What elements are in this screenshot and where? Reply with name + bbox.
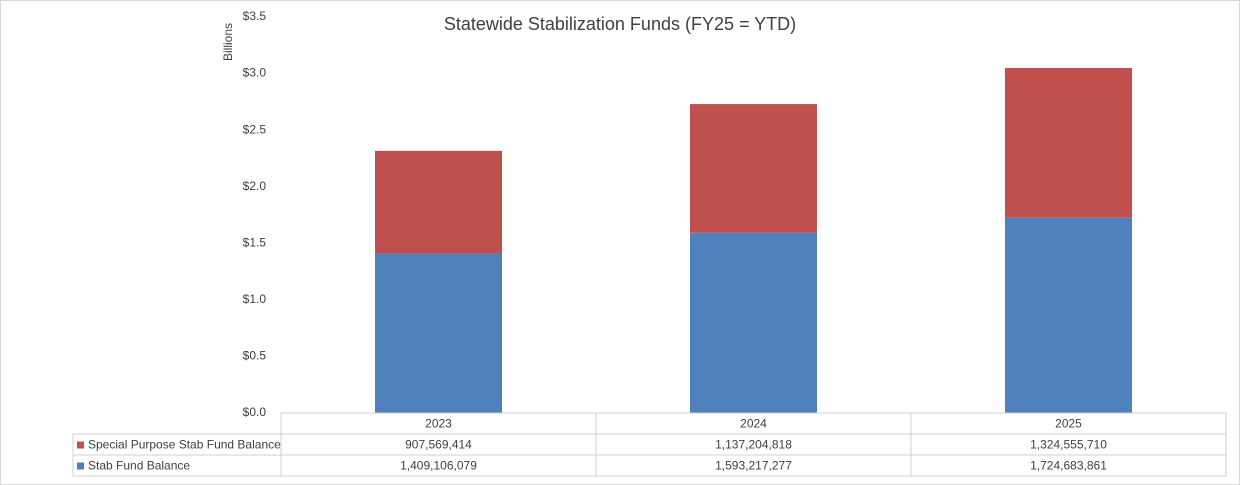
y-tick-label: $3.0 <box>243 66 267 80</box>
data-table-value: 1,724,683,861 <box>1030 459 1107 473</box>
bar-segment <box>690 104 817 233</box>
legend-swatch <box>77 441 84 449</box>
x-tick-label: 2024 <box>740 417 767 431</box>
y-tick-label: $0.0 <box>243 405 267 419</box>
chart-title: Statewide Stabilization Funds (FY25 = YT… <box>444 14 796 34</box>
y-tick-label: $1.5 <box>243 235 267 249</box>
data-table-value: 1,324,555,710 <box>1030 438 1107 452</box>
y-tick-label: $3.5 <box>243 9 267 23</box>
legend-swatch <box>77 462 84 470</box>
y-axis-label: Billions <box>221 23 235 61</box>
bar-segment <box>690 232 817 413</box>
data-table-value: 1,409,106,079 <box>400 459 477 473</box>
data-table-value: 1,593,217,277 <box>715 459 792 473</box>
bar-segment <box>1005 68 1132 218</box>
data-table-value: 1,137,204,818 <box>715 438 792 452</box>
x-tick-label: 2025 <box>1055 417 1082 431</box>
bar-segment <box>375 150 502 254</box>
y-tick-label: $1.0 <box>243 292 267 306</box>
legend-label: Stab Fund Balance <box>88 459 190 473</box>
bar-segment <box>1005 217 1132 413</box>
y-tick-label: $2.0 <box>243 179 267 193</box>
legend-label: Special Purpose Stab Fund Balance <box>88 438 281 452</box>
y-tick-label: $0.5 <box>243 349 267 363</box>
y-tick-label: $2.5 <box>243 122 267 136</box>
x-tick-label: 2023 <box>425 417 452 431</box>
bar-segment <box>375 253 502 413</box>
data-table-value: 907,569,414 <box>405 438 472 452</box>
